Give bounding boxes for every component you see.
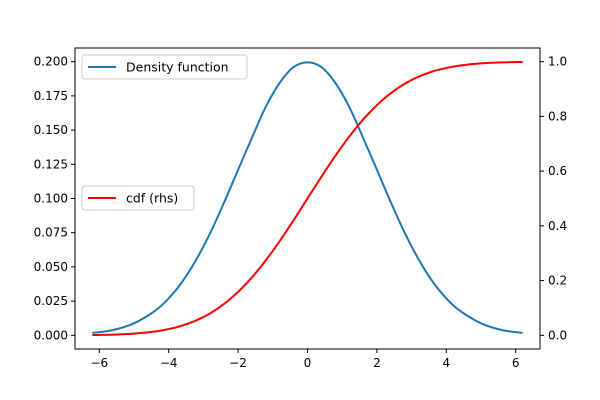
y-tick-label: 0.150 [34,123,68,137]
y-tick-label: 0.175 [34,89,68,103]
legend-box [81,54,248,80]
y-axis-left: 0.000 0.025 0.050 0.075 0.100 0.125 0.150 0.175… [34,55,75,342]
x-tick-label: −4 [160,356,178,370]
legend-label: cdf (rhs) [126,191,178,206]
x-tick-label: 2 [373,356,381,370]
y-right-tick-label: 1.0 [548,55,567,69]
y-tick-label: 0.125 [34,157,68,171]
x-tick-label: 6 [512,356,520,370]
legend-cdf: cdf (rhs) [81,185,195,211]
legend-layer: Density function cdf (rhs) [81,54,248,211]
x-axis: −6 −4 −2 0 2 4 6 [90,349,520,370]
legend-box [81,185,195,211]
y-tick-label: 0.200 [34,55,68,69]
legend-density: Density function [81,54,248,80]
y-right-tick-label: 0.8 [548,109,567,123]
x-tick-label: −6 [90,356,108,370]
x-tick-label: 4 [442,356,450,370]
x-tick-label: 0 [304,356,312,370]
y-tick-label: 0.100 [34,192,68,206]
legend-label: Density function [126,60,229,75]
y-right-tick-label: 0.6 [548,164,567,178]
x-tick-label: −2 [229,356,247,370]
y-axis-right: 0.0 0.2 0.4 0.6 0.8 1.0 [540,55,567,342]
cdf-line [92,60,523,337]
y-right-tick-label: 0.0 [548,328,567,342]
y-tick-label: 0.000 [34,328,68,342]
y-tick-label: 0.075 [34,226,68,240]
density-function-line [92,61,523,334]
y-right-tick-label: 0.2 [548,274,567,288]
y-right-tick-label: 0.4 [548,219,567,233]
y-tick-label: 0.025 [34,294,68,308]
y-tick-label: 0.050 [34,260,68,274]
series-layer [92,60,523,337]
